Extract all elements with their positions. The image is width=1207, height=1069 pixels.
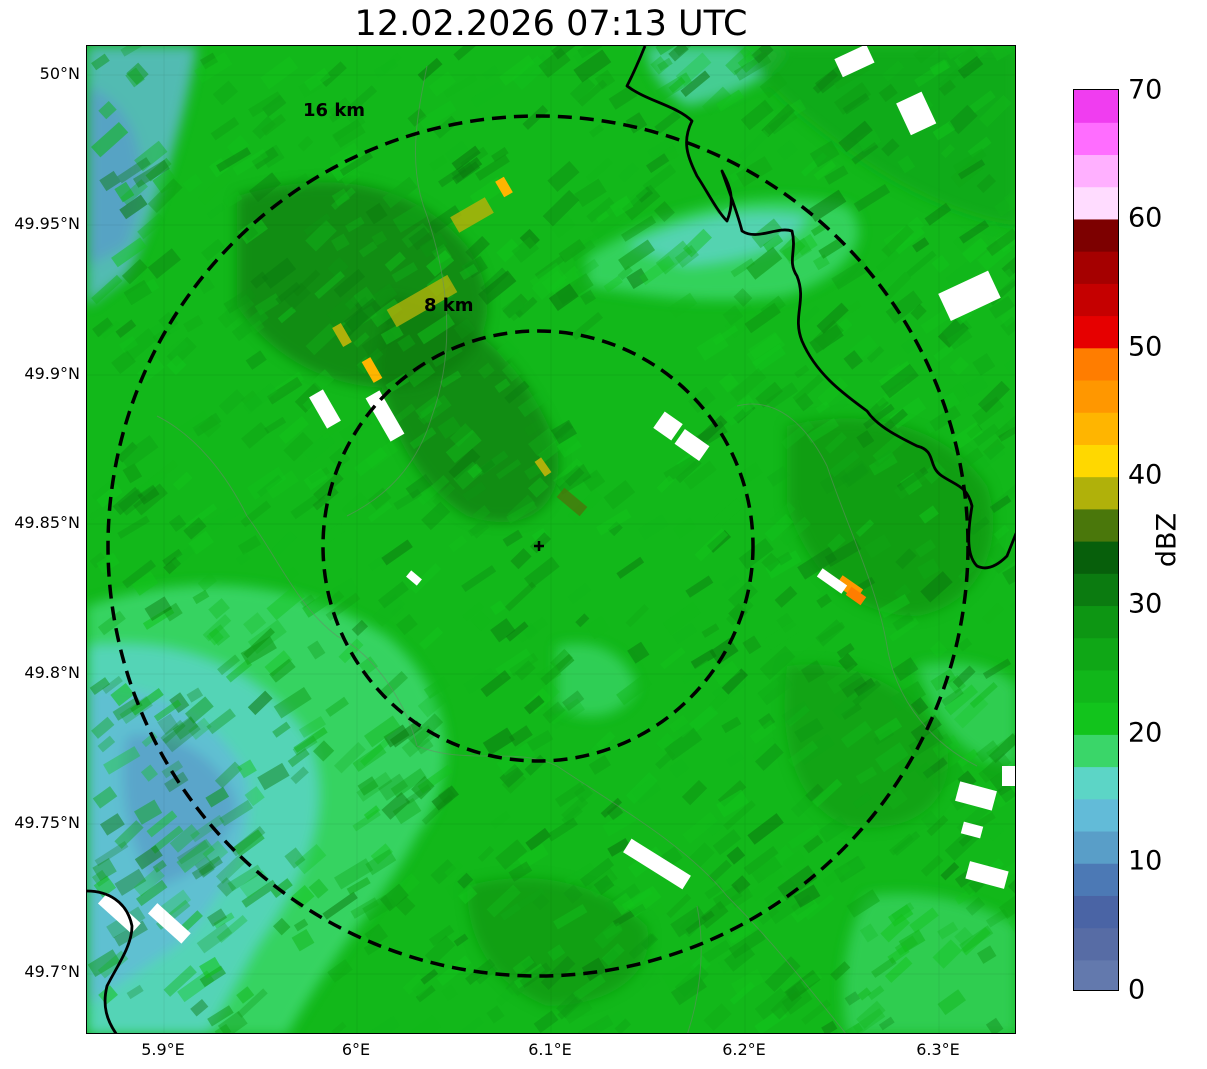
lat-tick-label: 49.75°N	[14, 813, 80, 832]
lon-tick-label: 6.2°E	[722, 1040, 766, 1059]
colorbar-tick-label: 20	[1128, 717, 1163, 749]
lon-tick-label: 6°E	[341, 1040, 371, 1059]
lat-tick-label: 50°N	[39, 64, 80, 83]
colorbar-swatch	[1074, 669, 1118, 703]
colorbar-swatch	[1074, 702, 1118, 735]
ring-label-8km: 8 km	[424, 295, 474, 316]
colorbar-swatch	[1074, 734, 1118, 768]
lat-tick-label: 49.85°N	[14, 513, 80, 532]
colorbar-swatch	[1074, 154, 1118, 188]
colorbar-swatch	[1074, 895, 1118, 929]
lat-tick-label: 49.8°N	[24, 663, 80, 682]
colorbar-swatch	[1074, 186, 1118, 220]
colorbar-swatch	[1074, 830, 1118, 864]
lat-tick-label: 49.95°N	[14, 214, 80, 233]
colorbar-swatch	[1074, 508, 1118, 542]
colorbar-tick-label: 50	[1128, 331, 1163, 363]
lon-tick-label: 6.3°E	[916, 1040, 960, 1059]
colorbar-swatch	[1074, 959, 1118, 990]
colorbar-swatch	[1074, 90, 1118, 123]
colorbar-swatch	[1074, 444, 1118, 478]
plus-icon	[534, 541, 544, 551]
colorbar-swatch	[1074, 476, 1118, 510]
lon-tick-label: 5.9°E	[141, 1040, 185, 1059]
colorbar-swatch	[1074, 251, 1118, 284]
lat-tick-label: 49.7°N	[24, 962, 80, 981]
colorbar-tick-label: 70	[1128, 74, 1163, 106]
colorbar-swatch	[1074, 605, 1118, 639]
colorbar-unit-label: dBZ	[1151, 512, 1183, 568]
colorbar-swatch	[1074, 766, 1118, 800]
colorbar-swatch	[1074, 863, 1118, 896]
radar-reflectivity-layer	[87, 46, 1015, 1033]
colorbar-swatch	[1074, 379, 1118, 413]
colorbar-swatch	[1074, 798, 1118, 832]
colorbar-swatch	[1074, 927, 1118, 961]
colorbar-swatch	[1074, 412, 1118, 445]
colorbar-swatch	[1074, 315, 1118, 349]
colorbar-swatch	[1074, 347, 1118, 381]
colorbar-swatch	[1074, 637, 1118, 671]
colorbar-swatch	[1074, 283, 1118, 317]
colorbar-tick-label: 60	[1128, 202, 1163, 234]
lon-tick-label: 6.1°E	[528, 1040, 572, 1059]
map-title: 12.02.2026 07:13 UTC	[354, 4, 748, 44]
colorbar-swatch	[1074, 541, 1118, 574]
colorbar-tick-label: 10	[1128, 845, 1163, 877]
colorbar-swatch	[1074, 218, 1118, 252]
ring-label-16km: 16 km	[303, 100, 366, 121]
lat-tick-label: 49.9°N	[24, 364, 80, 383]
radar-map[interactable]	[86, 45, 1016, 1034]
colorbar-tick-label: 30	[1128, 588, 1163, 620]
colorbar-swatches	[1074, 90, 1118, 990]
colorbar-swatch	[1074, 122, 1118, 156]
colorbar-tick-label: 0	[1128, 974, 1146, 1006]
colorbar-tick-label: 40	[1128, 459, 1163, 491]
colorbar	[1073, 89, 1119, 991]
colorbar-swatch	[1074, 573, 1118, 607]
